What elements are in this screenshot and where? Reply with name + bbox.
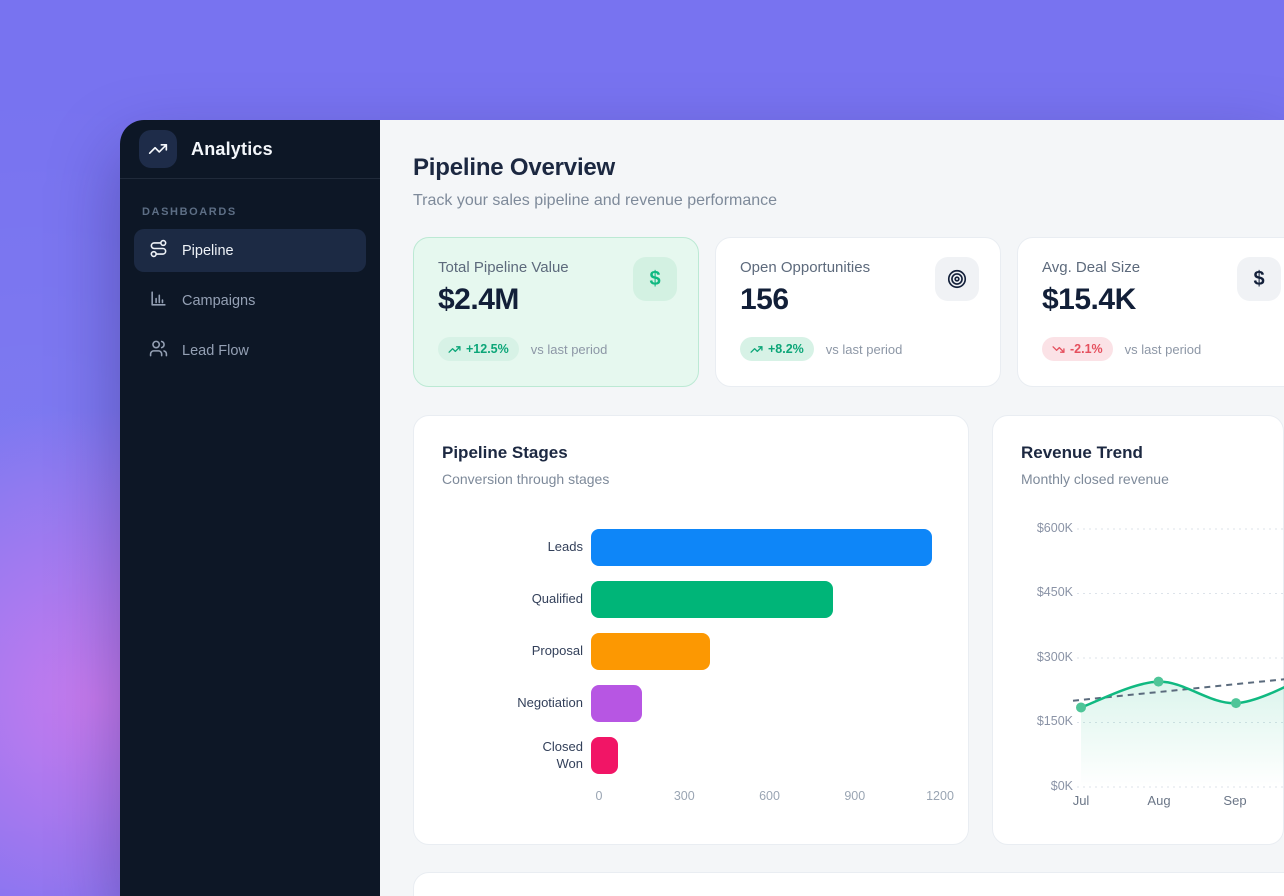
sidebar-item-lead-flow[interactable]: Lead Flow: [134, 329, 366, 372]
revenue-line-plot: [1072, 528, 1284, 788]
delta-badge: +12.5%: [438, 337, 519, 361]
pipeline-stages-card: Pipeline Stages Conversion through stage…: [413, 415, 969, 845]
sidebar-logo-row: Analytics: [120, 120, 380, 179]
bar-leads: [591, 529, 932, 566]
y-axis-label: $450K: [1036, 585, 1073, 599]
bar-negotiation: [591, 685, 643, 722]
chart-subtitle: Monthly closed revenue: [1021, 471, 1169, 487]
dollar-icon: $: [1237, 257, 1281, 301]
y-axis-label: $150K: [1036, 714, 1073, 728]
kpi-card-avg-deal-size: $ Avg. Deal Size $15.4K -2.1% vs last pe…: [1017, 237, 1284, 387]
target-icon: [935, 257, 979, 301]
chart-title: Revenue Trend: [1021, 443, 1143, 462]
delta-badge: +8.2%: [740, 337, 814, 361]
trending-up-icon: [750, 345, 763, 353]
route-icon: [149, 239, 168, 262]
y-axis-label: $0K: [1050, 779, 1073, 793]
bar-qualified: [591, 581, 833, 618]
chart-title: Pipeline Stages: [442, 443, 568, 462]
page-subtitle: Track your sales pipeline and revenue pe…: [413, 192, 778, 209]
compare-label: vs last period: [1124, 341, 1202, 357]
data-points: [1076, 676, 1241, 713]
bar-row: Closed Won: [442, 737, 940, 774]
bar-chart-icon: [149, 289, 168, 312]
bar-row: Proposal: [442, 633, 940, 670]
sidebar-item-label: Campaigns: [182, 292, 256, 309]
kpi-label: Total Pipeline Value: [438, 259, 569, 276]
kpi-label: Open Opportunities: [740, 259, 871, 276]
kpi-card-total-pipeline-value: $ Total Pipeline Value $2.4M +12.5% vs l…: [413, 237, 699, 387]
compare-label: vs last period: [825, 341, 903, 357]
dollar-icon: $: [633, 257, 677, 301]
page-title: Pipeline Overview: [413, 154, 616, 181]
trending-down-icon: [1052, 345, 1065, 353]
sidebar: Analytics DASHBOARDS Pipeline Campaigns: [120, 120, 380, 896]
delta-badge: -2.1%: [1042, 337, 1113, 361]
sidebar-section-label: DASHBOARDS: [142, 206, 237, 218]
kpi-label: Avg. Deal Size: [1042, 259, 1141, 276]
sidebar-item-pipeline[interactable]: Pipeline: [134, 229, 366, 272]
revenue-chart: $600K $450K $300K $150K $0K Jul Aug Sep: [1021, 517, 1284, 817]
y-axis-label: $300K: [1036, 650, 1073, 664]
sidebar-item-campaigns[interactable]: Campaigns: [134, 279, 366, 322]
kpi-row: $ Total Pipeline Value $2.4M +12.5% vs l…: [413, 237, 1284, 387]
bar-closed-won: [591, 737, 618, 774]
kpi-value: 156: [740, 283, 789, 316]
revenue-trend-card: Revenue Trend Monthly closed revenue $60…: [992, 415, 1284, 845]
sidebar-item-label: Pipeline: [182, 242, 234, 259]
x-axis-label: Sep: [1223, 793, 1247, 808]
bar-row: Leads: [442, 529, 940, 566]
users-icon: [149, 339, 168, 362]
trending-up-icon: [139, 130, 177, 168]
x-axis-label: Jul: [1072, 793, 1090, 808]
kpi-value: $2.4M: [438, 283, 519, 316]
x-axis-ticks: 0 300 600 900 1200: [595, 789, 954, 803]
main-content: Pipeline Overview Track your sales pipel…: [380, 120, 1284, 896]
compare-label: vs last period: [530, 341, 608, 357]
stage-bars: Leads Qualified Proposal Negotiation: [442, 529, 940, 774]
trending-up-icon: [448, 345, 461, 353]
bar-proposal: [591, 633, 711, 670]
app-brand: Analytics: [191, 138, 273, 159]
charts-row: Pipeline Stages Conversion through stage…: [413, 415, 1284, 845]
revenue-line: [1079, 680, 1284, 709]
y-axis-label: $600K: [1036, 521, 1073, 535]
app-window: Analytics DASHBOARDS Pipeline Campaigns: [120, 120, 1284, 896]
x-axis-label: Aug: [1147, 793, 1171, 808]
chart-subtitle: Conversion through stages: [442, 471, 610, 487]
bar-row: Negotiation: [442, 685, 940, 722]
kpi-value: $15.4K: [1042, 283, 1136, 316]
kpi-card-open-opportunities: Open Opportunities 156 +8.2% vs last per…: [715, 237, 1001, 387]
sidebar-item-label: Lead Flow: [182, 342, 249, 359]
bottom-card-partial: [413, 872, 1284, 896]
bar-row: Qualified: [442, 581, 940, 618]
